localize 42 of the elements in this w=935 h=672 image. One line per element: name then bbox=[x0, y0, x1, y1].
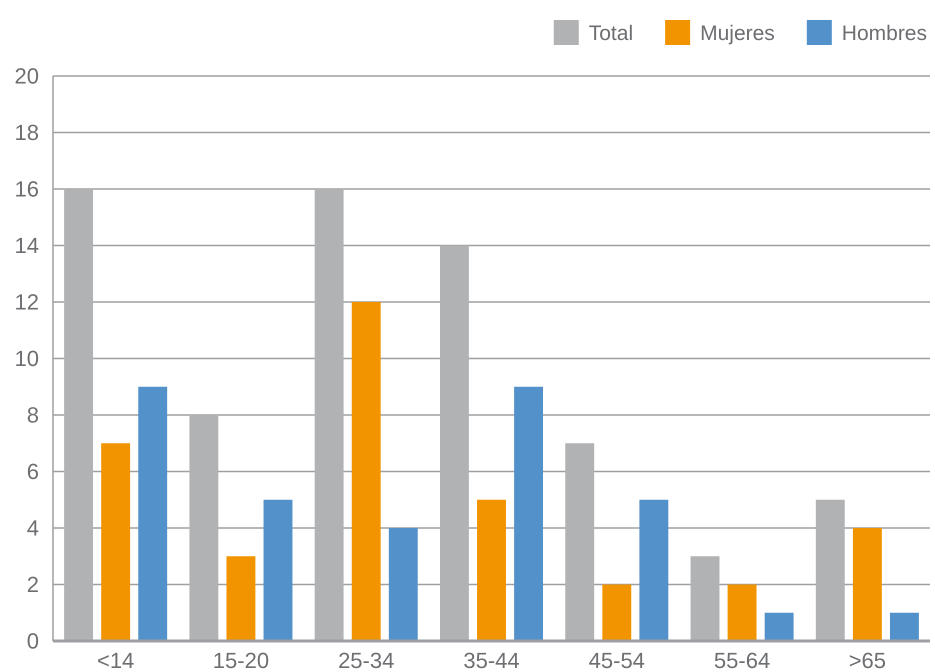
y-tick-label: 12 bbox=[14, 290, 39, 315]
bar bbox=[477, 500, 506, 641]
bar bbox=[764, 612, 794, 641]
x-tick-label: 15-20 bbox=[212, 648, 270, 672]
bar bbox=[728, 584, 757, 641]
bar bbox=[388, 528, 418, 641]
y-tick-label: 16 bbox=[14, 176, 39, 202]
bar bbox=[352, 302, 381, 641]
bar bbox=[189, 415, 218, 641]
x-tick-label: >65 bbox=[848, 648, 886, 672]
y-tick-label: 18 bbox=[14, 120, 39, 146]
bar bbox=[565, 443, 594, 641]
legend-label: Hombres bbox=[842, 22, 928, 45]
y-tick-label: 6 bbox=[26, 459, 39, 484]
y-tick-label: 14 bbox=[14, 233, 39, 258]
bar bbox=[138, 386, 168, 641]
bar bbox=[314, 189, 344, 641]
legend-label: Total bbox=[588, 22, 634, 45]
bar bbox=[440, 246, 469, 641]
bar bbox=[101, 443, 130, 641]
y-tick-label: 4 bbox=[26, 516, 39, 541]
bar bbox=[639, 500, 668, 641]
y-tick-label: 10 bbox=[14, 346, 39, 372]
bar bbox=[852, 528, 882, 641]
bar bbox=[816, 500, 845, 641]
y-tick-label: 8 bbox=[26, 402, 39, 428]
bar bbox=[602, 584, 632, 641]
bar bbox=[514, 386, 544, 641]
bar bbox=[690, 556, 720, 641]
x-tick-label: 25-34 bbox=[338, 648, 394, 672]
x-tick-label: <14 bbox=[96, 648, 134, 672]
x-tick-label: 45-54 bbox=[588, 648, 645, 672]
bar bbox=[64, 189, 94, 641]
x-tick-label: 35-44 bbox=[463, 648, 520, 672]
y-tick-label: 2 bbox=[26, 572, 39, 598]
legend-label: Mujeres bbox=[700, 22, 775, 45]
bar bbox=[890, 612, 919, 641]
x-tick-label: 55-64 bbox=[714, 648, 770, 672]
y-tick-label: 0 bbox=[26, 628, 39, 654]
bar bbox=[226, 556, 256, 641]
y-tick-label: 20 bbox=[14, 64, 39, 89]
bar bbox=[264, 500, 292, 641]
